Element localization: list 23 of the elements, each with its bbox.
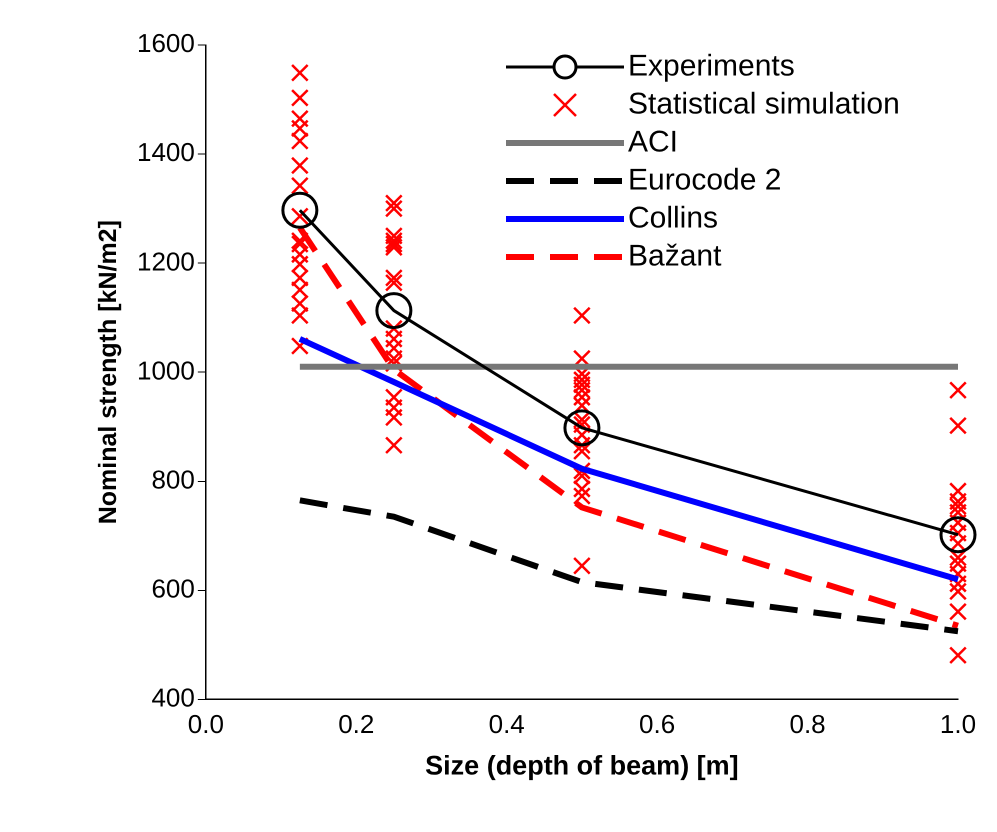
y-tick-label: 800 xyxy=(151,464,195,494)
x-tick-label: 0.6 xyxy=(639,709,676,740)
legend-label: ACI xyxy=(628,125,678,158)
y-tick-label: 1000 xyxy=(136,355,195,386)
point xyxy=(281,192,318,229)
point xyxy=(375,292,412,330)
x-tick-label: 1.0 xyxy=(940,709,976,740)
y-tick-label: 1400 xyxy=(136,137,195,168)
y-tick-label: 1600 xyxy=(136,28,195,58)
legend-label: Bažant xyxy=(628,239,722,272)
x-tick-label: 0.4 xyxy=(488,709,525,740)
legend-label: Eurocode 2 xyxy=(628,163,782,196)
legend-label: Collins xyxy=(628,201,718,234)
legend-label: Statistical simulation xyxy=(628,87,900,120)
x-tick-label: 0.8 xyxy=(789,709,826,740)
x-tick-label: 0.2 xyxy=(338,709,374,740)
y-axis-title: Nominal strength [kN/m2] xyxy=(94,220,122,524)
point xyxy=(940,516,976,554)
x-axis-title: Size (depth of beam) [m] xyxy=(425,750,739,780)
point xyxy=(563,409,600,446)
y-tick-label: 1200 xyxy=(136,246,195,276)
legend-label: Experiments xyxy=(628,49,795,82)
y-tick-label: 600 xyxy=(151,574,195,604)
